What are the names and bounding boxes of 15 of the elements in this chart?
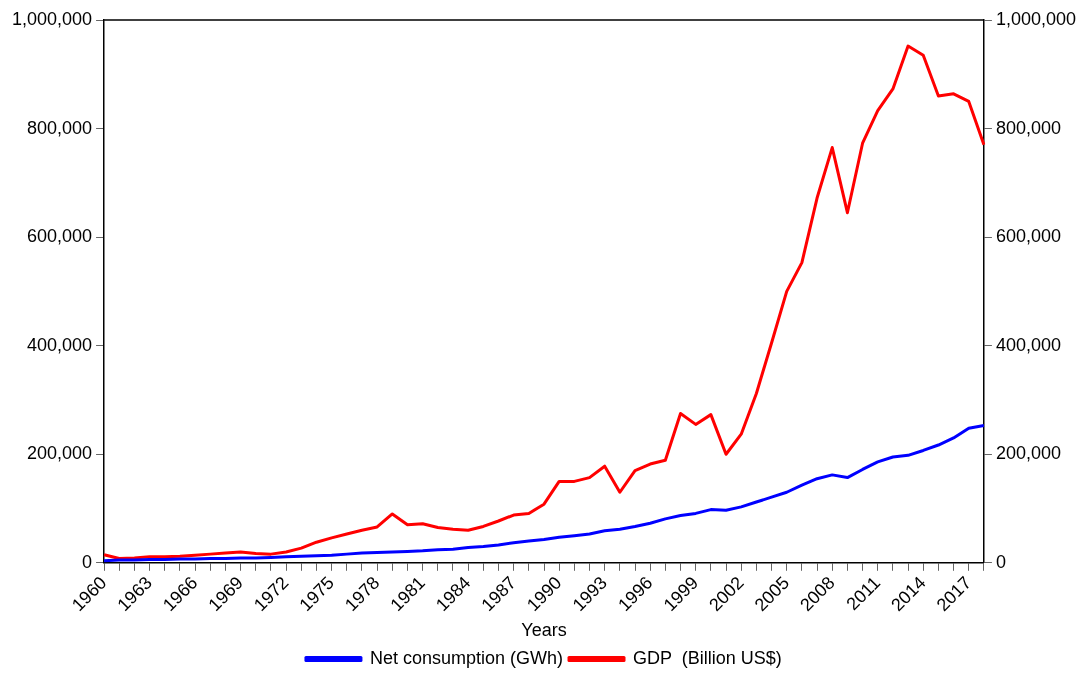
y-tick-label: 400,000 — [27, 334, 93, 355]
legend-label: Net consumption (GWh) — [369, 647, 564, 668]
y2-tick-label: 200,000 — [995, 443, 1061, 464]
y2-tick-label: 600,000 — [995, 226, 1061, 247]
y2-tick-label: 1,000,000 — [995, 8, 1076, 29]
y-tick-label: 1,000,000 — [12, 8, 93, 29]
y-tick-label: 0 — [82, 551, 93, 572]
y2-tick-label: 800,000 — [995, 117, 1061, 138]
x-axis-title: Years — [521, 620, 567, 641]
y2-tick-label: 0 — [995, 551, 1006, 572]
y-tick-label: 800,000 — [27, 117, 93, 138]
y-tick-label: 600,000 — [27, 226, 93, 247]
y-tick-label: 200,000 — [27, 443, 93, 464]
y2-tick-label: 400,000 — [995, 334, 1061, 355]
legend-label: GDP (Billion US$) — [633, 647, 782, 668]
